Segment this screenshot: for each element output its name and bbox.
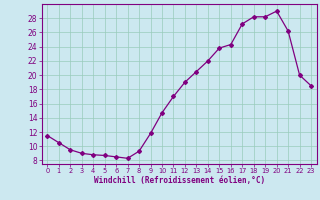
X-axis label: Windchill (Refroidissement éolien,°C): Windchill (Refroidissement éolien,°C) (94, 176, 265, 185)
